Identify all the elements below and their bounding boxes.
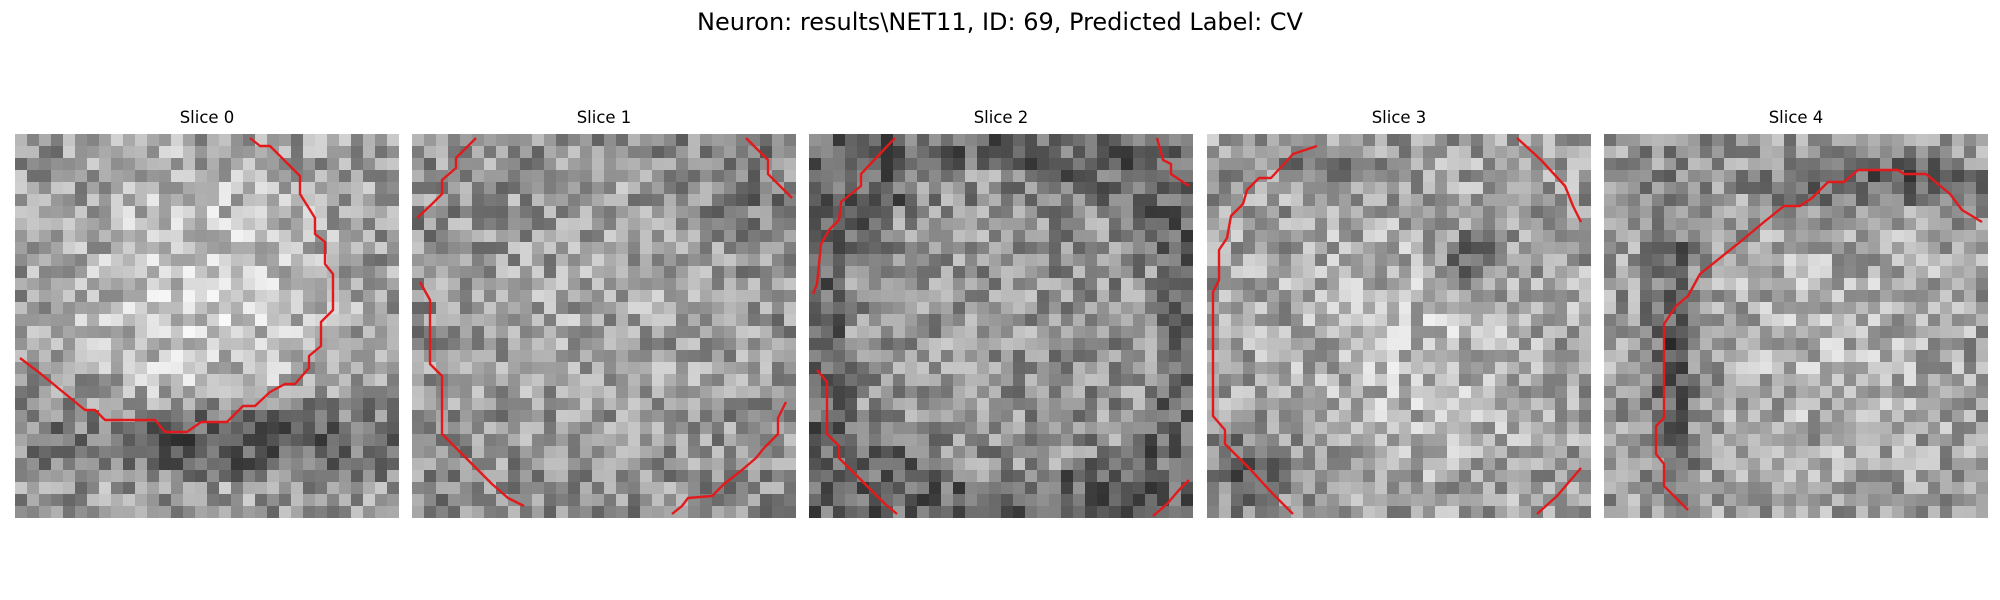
slice-title-4: Slice 4 [1768, 108, 1824, 127]
contour-line-2-2 [816, 369, 898, 515]
slice-image-3 [1207, 134, 1591, 518]
contour-line-1-1 [745, 137, 793, 199]
slice-title-0: Slice 0 [179, 108, 235, 127]
contour-line-0-0 [19, 137, 335, 434]
contour-line-1-2 [418, 281, 525, 508]
slice-image-4 [1604, 134, 1988, 518]
contour-line-3-2 [1536, 467, 1582, 515]
contour-line-3-0 [1211, 144, 1318, 515]
slice-panel-2: Slice 2 [809, 106, 1193, 518]
slice-panel-4: Slice 4 [1604, 106, 1988, 518]
slice-title-3: Slice 3 [1371, 108, 1427, 127]
slice-image-1 [412, 134, 796, 518]
contour-line-2-0 [811, 137, 896, 295]
contour-line-4-0 [1654, 168, 1983, 511]
contour-line-3-1 [1516, 137, 1583, 223]
slice-panel-0: Slice 0 [15, 106, 399, 518]
contour-line-2-3 [1152, 479, 1190, 517]
contour-line-1-0 [416, 137, 477, 219]
slice-panel-3: Slice 3 [1207, 106, 1591, 518]
contour-line-2-1 [1155, 137, 1190, 187]
figure-title: Neuron: results\NET11, ID: 69, Predicted… [697, 8, 1303, 36]
slice-panel-1: Slice 1 [412, 106, 796, 518]
slice-title-2: Slice 2 [973, 108, 1029, 127]
slice-image-0 [15, 134, 399, 518]
slice-image-2 [809, 134, 1193, 518]
slice-title-1: Slice 1 [576, 108, 632, 127]
contour-line-1-3 [671, 401, 788, 515]
